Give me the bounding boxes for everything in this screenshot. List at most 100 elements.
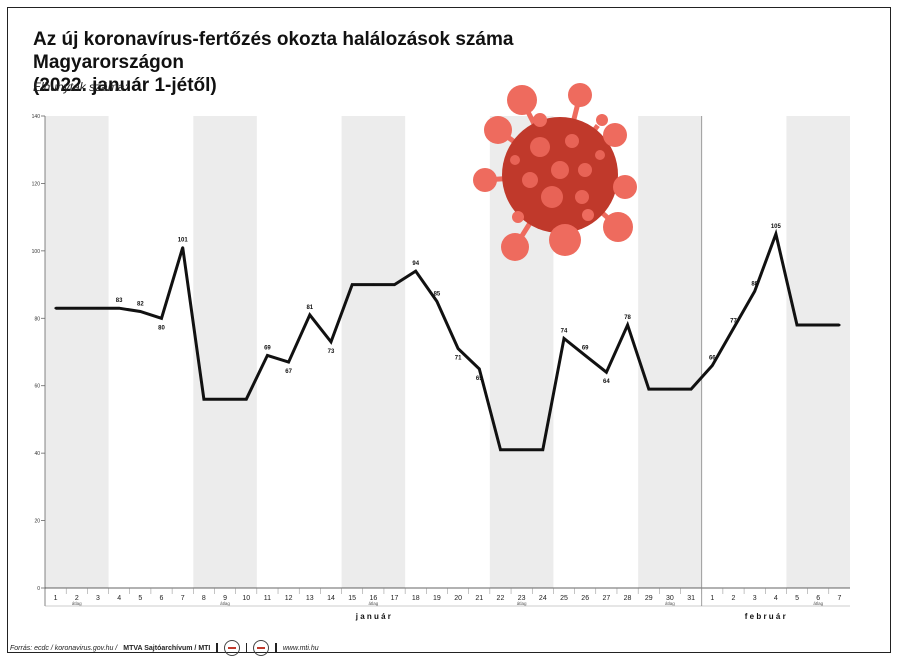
- virus-spot: [578, 163, 592, 177]
- data-point: [668, 387, 672, 391]
- data-point: [478, 367, 481, 371]
- footer-url: www.mti.hu: [282, 644, 319, 652]
- y-tick-label: 20: [34, 519, 40, 525]
- data-point: [753, 290, 756, 293]
- virus-spike-head: [507, 85, 537, 115]
- x-tick-label: 13: [306, 595, 314, 602]
- virus-spike-head: [512, 211, 524, 223]
- data-point: [223, 398, 227, 401]
- x-tick-label: 2: [75, 595, 79, 602]
- shaded-band: [341, 116, 406, 588]
- x-tick-label: 4: [117, 595, 121, 602]
- shaded-band: [193, 116, 257, 588]
- virus-spot: [530, 137, 550, 157]
- x-tick-label: 4: [774, 595, 778, 602]
- footer-org: MTVA Sajtóarchívum / MTI: [123, 644, 211, 652]
- virus-spot: [510, 155, 520, 165]
- data-label: 64: [603, 379, 610, 385]
- data-point: [435, 300, 439, 303]
- x-tick-label: 5: [795, 595, 799, 602]
- y-tick-label: 100: [32, 249, 41, 255]
- x-tick-label: 22: [497, 595, 505, 602]
- data-label: 83: [116, 298, 123, 304]
- x-tick-label: 9: [223, 595, 227, 602]
- data-point: [308, 313, 312, 317]
- x-tick-label: 1: [710, 595, 714, 602]
- virus-spike-head: [603, 212, 633, 242]
- virus-spike-head: [549, 224, 581, 256]
- x-tick-label: 28: [624, 595, 632, 602]
- data-point: [732, 327, 735, 330]
- virus-spike-head: [501, 233, 529, 261]
- x-tick-label: 5: [138, 595, 142, 602]
- y-tick-label: 0: [37, 586, 40, 592]
- data-point: [117, 306, 121, 310]
- y-tick-label: 120: [32, 181, 41, 187]
- data-label: 66: [709, 355, 716, 361]
- virus-spot: [565, 134, 579, 148]
- x-tick-label: 23: [518, 595, 526, 602]
- data-label: 69: [582, 345, 589, 351]
- data-point: [817, 323, 820, 327]
- y-axis-label: Elhunytak száma:: [33, 80, 128, 94]
- footer: Forrás: ecdc / koronavirus.gov.hu / MTVA…: [10, 640, 319, 656]
- x-tick-label: 26: [581, 595, 589, 602]
- x-tick-label: 7: [181, 595, 185, 602]
- data-point: [838, 323, 841, 327]
- mti-logo-icon: [223, 640, 240, 656]
- x-tick-label: 12: [285, 595, 293, 602]
- footer-divider: [245, 643, 248, 653]
- data-label: 88: [751, 281, 758, 287]
- data-label: 85: [434, 291, 441, 297]
- data-point: [139, 310, 142, 313]
- shaded-band: [786, 116, 850, 588]
- virus-spike-head: [484, 116, 512, 144]
- data-point: [160, 317, 163, 320]
- virus-spike-head: [533, 113, 547, 127]
- y-tick-label: 140: [32, 114, 41, 120]
- data-point: [350, 283, 354, 286]
- data-point: [266, 354, 269, 357]
- data-label: 67: [285, 369, 292, 375]
- data-point: [96, 306, 100, 310]
- x-tick-label: 11: [264, 595, 271, 602]
- group-label: átlag: [220, 601, 230, 606]
- series-line: [55, 228, 840, 452]
- data-point: [605, 371, 608, 374]
- data-label: 101: [178, 237, 189, 243]
- x-tick-label: 27: [602, 595, 610, 602]
- virus-spot: [575, 190, 589, 204]
- data-point: [54, 306, 57, 310]
- data-point: [774, 232, 778, 236]
- x-tick-label: 6: [160, 595, 164, 602]
- x-tick-label: 15: [348, 595, 356, 602]
- data-label: 74: [561, 329, 568, 335]
- x-tick-label: 21: [475, 595, 483, 602]
- x-tick-label: 19: [433, 595, 441, 602]
- data-label: 78: [624, 315, 631, 321]
- x-tick-label: 20: [454, 595, 462, 602]
- virus-spike-head: [582, 209, 594, 221]
- month-label: f e b r u á r: [745, 612, 786, 621]
- data-label: 71: [455, 356, 462, 362]
- mtva-logo-icon: [253, 640, 270, 656]
- data-point: [372, 283, 375, 286]
- data-label: 94: [412, 261, 419, 267]
- data-point: [689, 387, 693, 391]
- x-tick-label: 30: [666, 595, 674, 602]
- data-point: [626, 323, 629, 327]
- data-label: 80: [158, 325, 165, 331]
- data-point: [393, 283, 396, 286]
- data-point: [520, 448, 523, 451]
- x-tick-label: 7: [837, 595, 841, 602]
- virus-spike-head: [613, 175, 637, 199]
- data-point: [711, 364, 714, 367]
- data-label: 73: [328, 349, 335, 355]
- data-point: [287, 360, 290, 364]
- data-label: 69: [264, 345, 271, 351]
- data-point: [414, 269, 417, 273]
- data-point: [583, 354, 587, 357]
- x-tick-label: 29: [645, 595, 653, 602]
- data-label: 82: [137, 302, 144, 308]
